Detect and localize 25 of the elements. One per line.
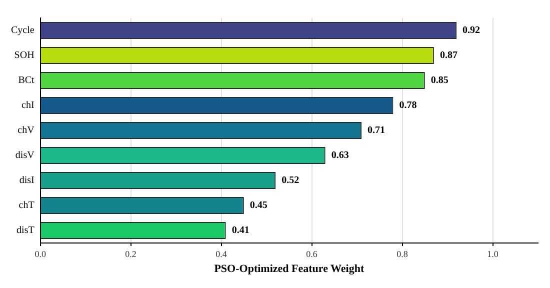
data-label: 0.52: [282, 175, 300, 186]
y-tick-label: disT: [16, 225, 34, 236]
y-tick-label: BCt: [18, 75, 35, 86]
x-tick-label: 0.0: [34, 248, 46, 259]
data-label: 0.45: [250, 200, 268, 212]
x-tick-label: 0.4: [216, 248, 228, 259]
x-tick-label: 0.8: [396, 248, 408, 259]
y-tick-label: disV: [15, 150, 36, 162]
y-tick-label: SOH: [14, 50, 34, 62]
y-tick-label: chI: [22, 100, 34, 112]
data-label: 0.41: [232, 225, 250, 236]
y-tick-label: disI: [19, 175, 34, 186]
x-tick-label: 0.6: [306, 248, 318, 259]
x-tick-label: 0.2: [125, 248, 136, 259]
data-label: 0.85: [430, 75, 448, 86]
data-label: 0.78: [399, 100, 417, 112]
data-label: 0.87: [440, 50, 458, 62]
y-tick-label: chV: [18, 125, 36, 136]
data-label: 0.63: [331, 150, 349, 162]
y-tick-label: Cycle: [10, 25, 35, 36]
x-tick-label: 1.0: [487, 248, 499, 259]
y-tick-label: chT: [18, 200, 34, 212]
data-label: 0.71: [368, 125, 386, 136]
data-label: 0.92: [462, 25, 480, 36]
x-axis-title: PSO-Optimized Feature Weight: [214, 263, 364, 276]
